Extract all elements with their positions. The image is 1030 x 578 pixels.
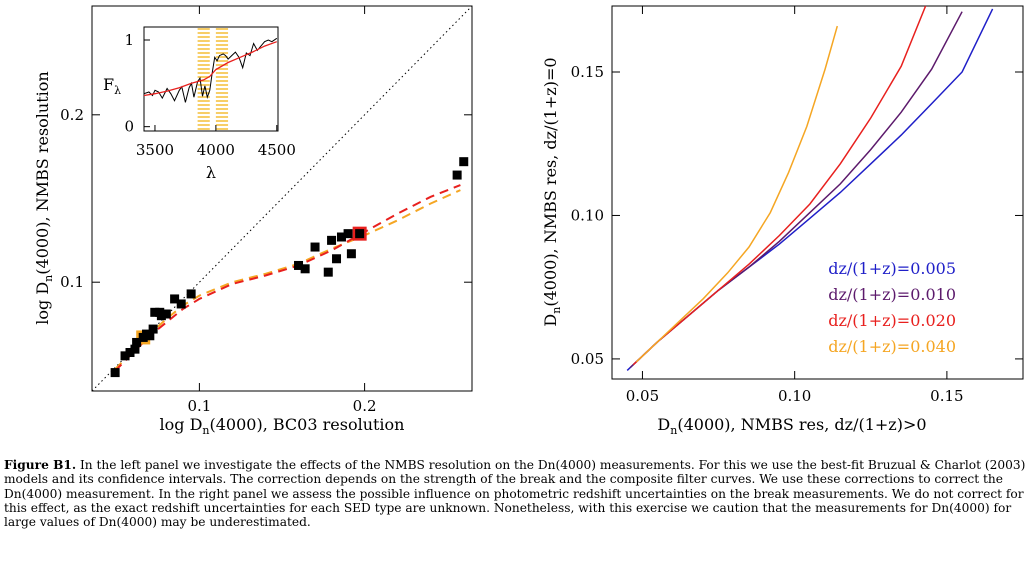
inset-model-line (143, 41, 278, 97)
right-ylabel: Dn(4000), NMBS res, dz/(1+z)=0 (541, 57, 563, 326)
inset-x-tick-label: 3500 (136, 141, 174, 159)
right-ticks: 0.05 0.10 0.15 0.05 0.10 0.15 (571, 6, 1023, 405)
left-data-point (336, 232, 346, 242)
right-xlabel: Dn(4000), NMBS res, dz/(1+z)>0 (657, 415, 926, 437)
inset-ylabel: Fλ (103, 75, 121, 97)
right-y-tick-label: 0.05 (571, 350, 604, 368)
right-legend: dz/(1+z)=0.005 dz/(1+z)=0.010 dz/(1+z)=0.0… (828, 259, 956, 356)
inset-bands (197, 28, 229, 130)
left-data-point (459, 157, 469, 167)
left-data-point (186, 289, 196, 299)
inset-x-tick-label: 4000 (197, 141, 235, 159)
left-data-point (120, 351, 130, 361)
left-xlabel: log Dn(4000), BC03 resolution (160, 415, 405, 437)
figure: 0.1 0.2 0.1 0.2 log Dn(4000), BC03 resoluti… (33, 5, 1024, 437)
legend-entry: dz/(1+z)=0.005 (828, 259, 956, 278)
right-series-line (632, 5, 927, 366)
inset-x-tick-label: 4500 (258, 141, 296, 159)
left-data-point (110, 368, 120, 378)
right-x-tick-label: 0.05 (626, 387, 659, 405)
left-data-point (323, 267, 333, 277)
left-data-point (148, 324, 158, 334)
caption-text: In the left panel we investigate the eff… (4, 458, 1026, 530)
left-data-point (145, 331, 155, 341)
right-x-tick-label: 0.10 (778, 387, 811, 405)
left-data-point (294, 260, 304, 270)
right-series-line (635, 25, 839, 363)
left-data-point (343, 229, 353, 239)
right-panel: 0.05 0.10 0.150.050.100.15 dz/(1+z)=0.005d… (541, 5, 1024, 437)
inset-spectrum-line (143, 37, 278, 103)
figure-caption: Figure B1. In the left panel we investig… (4, 458, 1026, 529)
left-data-point (161, 309, 171, 319)
left-data-point (132, 337, 142, 347)
left-data-point (452, 170, 462, 180)
inset-y-tick-label: 0 (124, 118, 134, 136)
left-y-tick-label: 0.1 (60, 273, 84, 291)
left-data-point (176, 299, 186, 309)
left-y-tick-label: 0.2 (60, 106, 84, 124)
left-ylabel: log Dn(4000), NMBS resolution (33, 71, 55, 324)
left-x-tick-label: 0.1 (187, 397, 211, 415)
inset-ticks: 3500 4000 4500 0 1 (124, 31, 295, 159)
legend-entry: dz/(1+z)=0.020 (828, 311, 956, 330)
left-data-point (130, 344, 140, 354)
left-data-point (355, 229, 365, 239)
left-data-point (332, 254, 342, 264)
inset: 3500 4000 4500 0 1 λ Fλ (103, 26, 296, 182)
caption-label: Figure B1. (4, 458, 77, 472)
left-data-point (300, 264, 310, 274)
left-data-point (150, 307, 160, 317)
left-x-tick-label: 0.2 (353, 397, 377, 415)
left-data-point (327, 235, 337, 245)
inset-frame (143, 26, 279, 132)
left-data-point (125, 348, 135, 357)
left-ticks: 0.1 0.2 0.1 0.2 (60, 6, 472, 415)
left-panel: 0.1 0.2 0.1 0.2 log Dn(4000), BC03 resoluti… (33, 5, 473, 437)
left-data-point (346, 249, 356, 259)
left-data-point (156, 311, 166, 321)
left-data-point (310, 242, 320, 252)
right-x-tick-label: 0.15 (930, 387, 963, 405)
legend-entry: dz/(1+z)=0.010 (828, 285, 956, 304)
inset-xlabel: λ (206, 163, 216, 182)
legend-entry: dz/(1+z)=0.040 (828, 337, 956, 356)
left-data-point (170, 294, 180, 304)
right-series (626, 5, 994, 371)
right-y-tick-label: 0.10 (571, 206, 604, 224)
right-plot-frame (611, 5, 1024, 380)
left-plot-frame (91, 5, 473, 392)
inset-y-tick-label: 1 (124, 31, 134, 49)
left-series (114, 184, 461, 372)
left-model-curve (114, 184, 461, 372)
left-points (110, 157, 469, 378)
left-model-curve (114, 189, 461, 370)
right-y-tick-label: 0.15 (571, 63, 604, 81)
